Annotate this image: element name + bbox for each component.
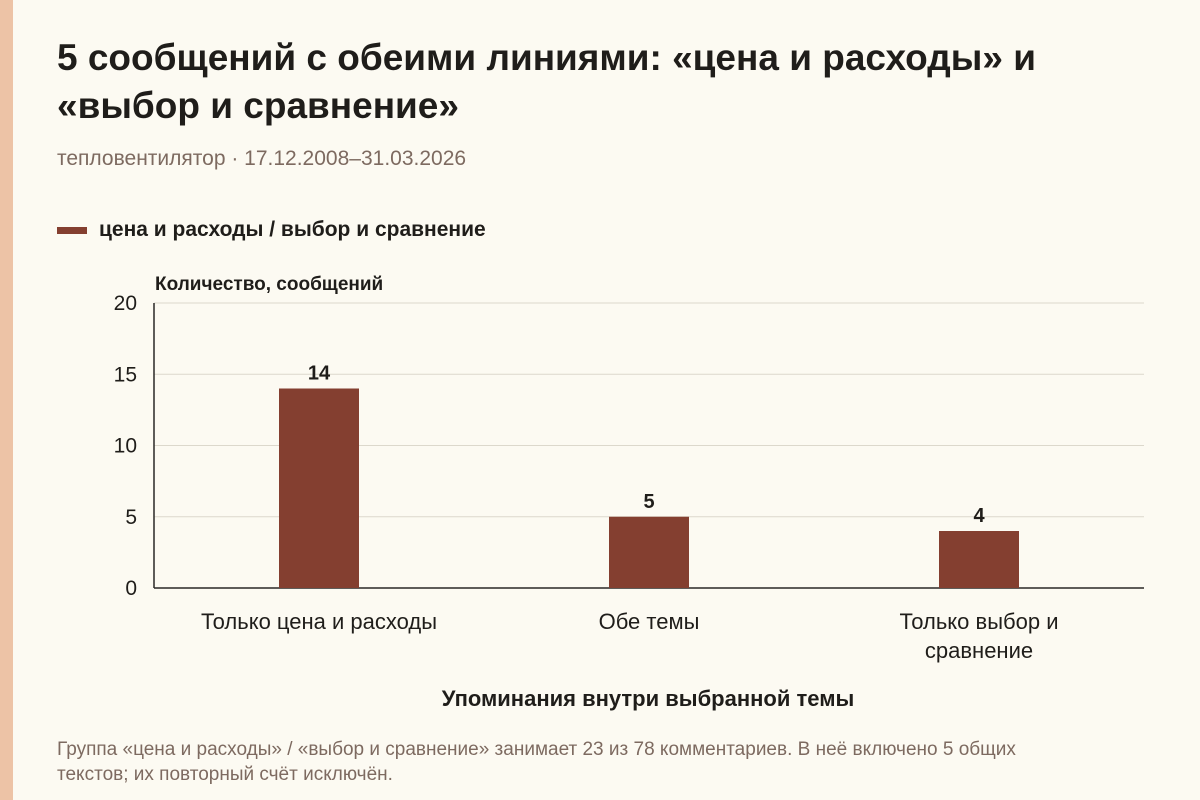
footnote: Группа «цена и расходы» / «выбор и сравн… <box>57 739 1016 785</box>
y-tick-label: 20 <box>114 292 137 315</box>
y-tick-label: 0 <box>125 577 137 600</box>
chart-subtitle: тепловентилятор · 17.12.2008–31.03.2026 <box>57 147 467 170</box>
data-label: 14 <box>308 363 331 385</box>
bar <box>939 531 1019 588</box>
y-tick-label: 10 <box>114 435 137 458</box>
x-tick-label: Обе темы <box>599 609 700 634</box>
y-tick-label: 15 <box>114 363 137 386</box>
accent-strip <box>0 0 13 800</box>
x-tick-label: Только выбор и <box>900 609 1059 634</box>
y-axis-title: Количество, сообщений <box>155 274 384 295</box>
x-tick-label: Только цена и расходы <box>201 609 437 634</box>
x-axis-title: Упоминания внутри выбранной темы <box>441 686 855 711</box>
y-tick-label: 5 <box>125 506 137 529</box>
data-label: 5 <box>643 491 654 513</box>
legend-label: цена и расходы / выбор и сравнение <box>99 218 486 241</box>
legend: цена и расходы / выбор и сравнение <box>57 218 486 242</box>
bar <box>279 388 359 588</box>
x-tick-label: сравнение <box>925 638 1033 663</box>
bar <box>609 516 689 588</box>
chart-title: 5 сообщений с обеими линиями: «цена и ра… <box>57 37 1036 126</box>
legend-swatch <box>57 226 87 234</box>
data-label: 4 <box>973 505 985 527</box>
